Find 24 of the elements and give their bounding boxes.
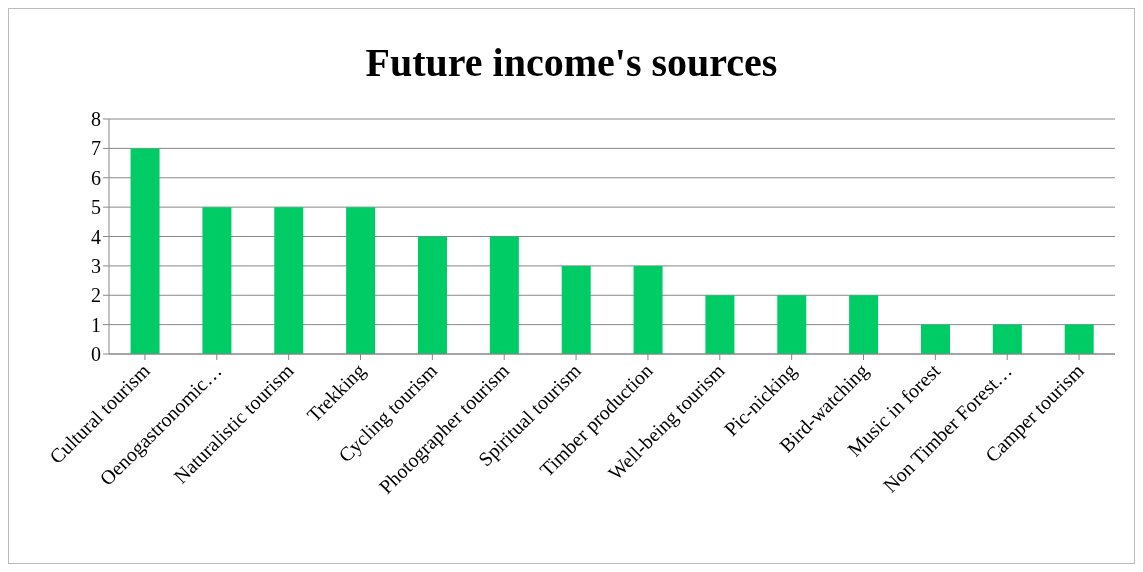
y-tick-label: 5 [91,196,101,219]
bar [849,295,879,354]
y-tick-label: 3 [91,254,101,277]
bar [489,236,519,354]
y-tick-label: 0 [91,343,101,366]
y-tick-label: 7 [91,137,101,160]
y-tick-label: 4 [91,225,101,248]
bar [202,207,232,354]
y-tick-label: 6 [91,166,101,189]
bar [633,265,663,354]
y-tick-label: 1 [91,313,101,336]
bar [777,295,807,354]
bar [920,324,950,354]
bar [992,324,1022,354]
y-tick-label: 2 [91,284,101,307]
bar [274,207,304,354]
bar [561,265,591,354]
bar [130,148,160,354]
chart-title: Future income's sources [364,39,779,86]
bar [417,236,447,354]
bar [346,207,376,354]
bar [705,295,735,354]
y-tick-label: 8 [91,108,101,131]
bar [1064,324,1094,354]
